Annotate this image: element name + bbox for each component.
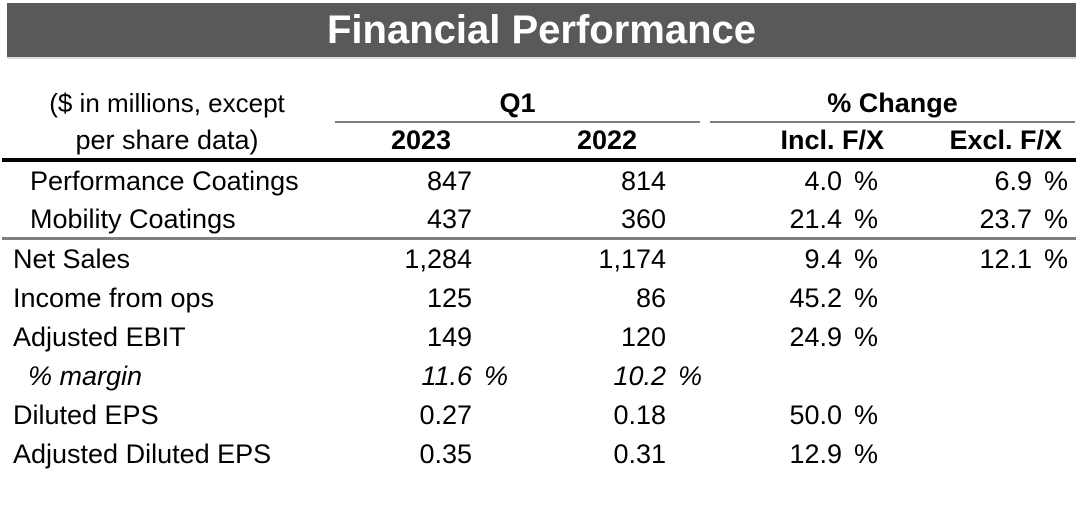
group-header-pct-change: % Change xyxy=(704,86,1076,123)
row-label: Performance Coatings xyxy=(30,166,299,196)
table-row-pct-margin: % margin 11.6% 10.2% xyxy=(2,357,1076,396)
row-label: Net Sales xyxy=(13,244,131,274)
cell-value: 9.4 xyxy=(804,244,842,274)
pct-sign: % xyxy=(853,204,878,234)
cell-value: 814 xyxy=(620,166,666,196)
pct-sign: % xyxy=(483,361,508,391)
row-label: Income from ops xyxy=(13,283,215,313)
value-incl-fx: 12.9% xyxy=(704,435,886,474)
pct-sign: % xyxy=(853,322,878,352)
cell-value: 1,174 xyxy=(598,244,666,274)
cell-value: 6.9 xyxy=(994,166,1032,196)
cell-value: 125 xyxy=(426,283,472,313)
cell-value: 847 xyxy=(426,166,472,196)
table-row-adjusted-ebit: Adjusted EBIT 149 120 24.9% xyxy=(2,318,1076,357)
value-incl-fx: 45.2% xyxy=(704,279,886,318)
pct-sign: % xyxy=(1043,244,1068,274)
table-row-net-sales: Net Sales 1,284 1,174 9.4% 12.1% xyxy=(2,240,1076,279)
cell-value: 0.18 xyxy=(613,400,666,430)
group-header-q1: Q1 xyxy=(332,86,704,123)
value-2022: 0.18 xyxy=(510,396,704,435)
value-2023: 437 xyxy=(332,201,510,237)
pct-sign: % xyxy=(853,400,878,430)
cell-value: 360 xyxy=(620,204,666,234)
cell-value: 0.35 xyxy=(419,439,472,469)
value-2023: 1,284 xyxy=(332,240,510,279)
cell-value: 21.4 xyxy=(789,204,842,234)
cell-value: 24.9 xyxy=(789,322,842,352)
value-excl-fx: 6.9% xyxy=(886,162,1076,201)
row-label: Diluted EPS xyxy=(13,400,159,430)
row-label: Adjusted EBIT xyxy=(13,322,186,352)
value-2023: 125 xyxy=(332,279,510,318)
pct-sign: % xyxy=(1043,166,1068,196)
cell-value: 4.0 xyxy=(804,166,842,196)
cell-value: 120 xyxy=(620,322,666,352)
unit-note-line1: ($ in millions, except xyxy=(49,88,285,118)
col-header-2023: 2023 xyxy=(390,125,452,155)
value-2023: 0.27 xyxy=(332,396,510,435)
value-excl-fx xyxy=(886,279,1076,318)
row-label: % margin xyxy=(28,361,143,391)
value-incl-fx: 24.9% xyxy=(704,318,886,357)
value-2022: 120 xyxy=(510,318,704,357)
table-row-diluted-eps: Diluted EPS 0.27 0.18 50.0% xyxy=(2,396,1076,435)
value-incl-fx: 4.0% xyxy=(704,162,886,201)
cell-value: 0.31 xyxy=(613,439,666,469)
value-excl-fx xyxy=(886,357,1076,396)
title-banner: Financial Performance xyxy=(7,3,1076,59)
value-2022: 1,174 xyxy=(510,240,704,279)
pct-sign: % xyxy=(853,283,878,313)
value-incl-fx xyxy=(704,357,886,396)
cell-value: 23.7 xyxy=(979,204,1032,234)
col-header-incl-fx: Incl. F/X xyxy=(780,125,884,155)
cell-value: 45.2 xyxy=(789,283,842,313)
value-2023: 0.35 xyxy=(332,435,510,474)
value-2023: 11.6% xyxy=(332,357,510,396)
value-excl-fx xyxy=(886,318,1076,357)
value-2022: 10.2% xyxy=(510,357,704,396)
value-excl-fx: 12.1% xyxy=(886,240,1076,279)
pct-sign: % xyxy=(677,361,702,391)
table-row-performance-coatings: Performance Coatings 847 814 4.0% 6.9% xyxy=(2,162,1076,201)
value-excl-fx: 23.7% xyxy=(886,201,1076,237)
cell-value: 0.27 xyxy=(419,400,472,430)
value-excl-fx xyxy=(886,435,1076,474)
pct-sign: % xyxy=(853,166,878,196)
value-incl-fx: 9.4% xyxy=(704,240,886,279)
financial-table: ($ in millions, except Q1 % Change per s… xyxy=(2,86,1076,474)
cell-value: 12.1 xyxy=(979,244,1032,274)
pct-sign: % xyxy=(853,439,878,469)
col-header-2022: 2022 xyxy=(576,125,638,155)
table-row-income-from-ops: Income from ops 125 86 45.2% xyxy=(2,279,1076,318)
value-incl-fx: 21.4% xyxy=(704,201,886,237)
cell-value: 1,284 xyxy=(404,244,472,274)
row-label: Mobility Coatings xyxy=(30,204,236,234)
cell-value: 50.0 xyxy=(789,400,842,430)
cell-value: 86 xyxy=(635,283,666,313)
table-row-mobility-coatings: Mobility Coatings 437 360 21.4% 23.7% xyxy=(2,201,1076,240)
value-incl-fx: 50.0% xyxy=(704,396,886,435)
value-2022: 814 xyxy=(510,162,704,201)
pct-sign: % xyxy=(853,244,878,274)
cell-value: 10.2 xyxy=(613,361,666,391)
value-2022: 86 xyxy=(510,279,704,318)
column-header-row: per share data) 2023 2022 Incl. F/X Excl… xyxy=(2,123,1076,162)
value-2023: 847 xyxy=(332,162,510,201)
table-row-adjusted-diluted-eps: Adjusted Diluted EPS 0.35 0.31 12.9% xyxy=(2,435,1076,474)
value-2022: 0.31 xyxy=(510,435,704,474)
group-header-row: ($ in millions, except Q1 % Change xyxy=(2,86,1076,123)
pct-sign: % xyxy=(1043,204,1068,234)
value-excl-fx xyxy=(886,396,1076,435)
cell-value: 12.9 xyxy=(789,439,842,469)
row-label: Adjusted Diluted EPS xyxy=(13,439,272,469)
unit-note-line2: per share data) xyxy=(75,125,259,155)
value-2022: 360 xyxy=(510,201,704,237)
cell-value: 149 xyxy=(426,322,472,352)
cell-value: 437 xyxy=(426,204,472,234)
cell-value: 11.6 xyxy=(421,361,472,391)
col-header-excl-fx: Excl. F/X xyxy=(949,125,1062,155)
page-title: Financial Performance xyxy=(326,7,757,52)
value-2023: 149 xyxy=(332,318,510,357)
